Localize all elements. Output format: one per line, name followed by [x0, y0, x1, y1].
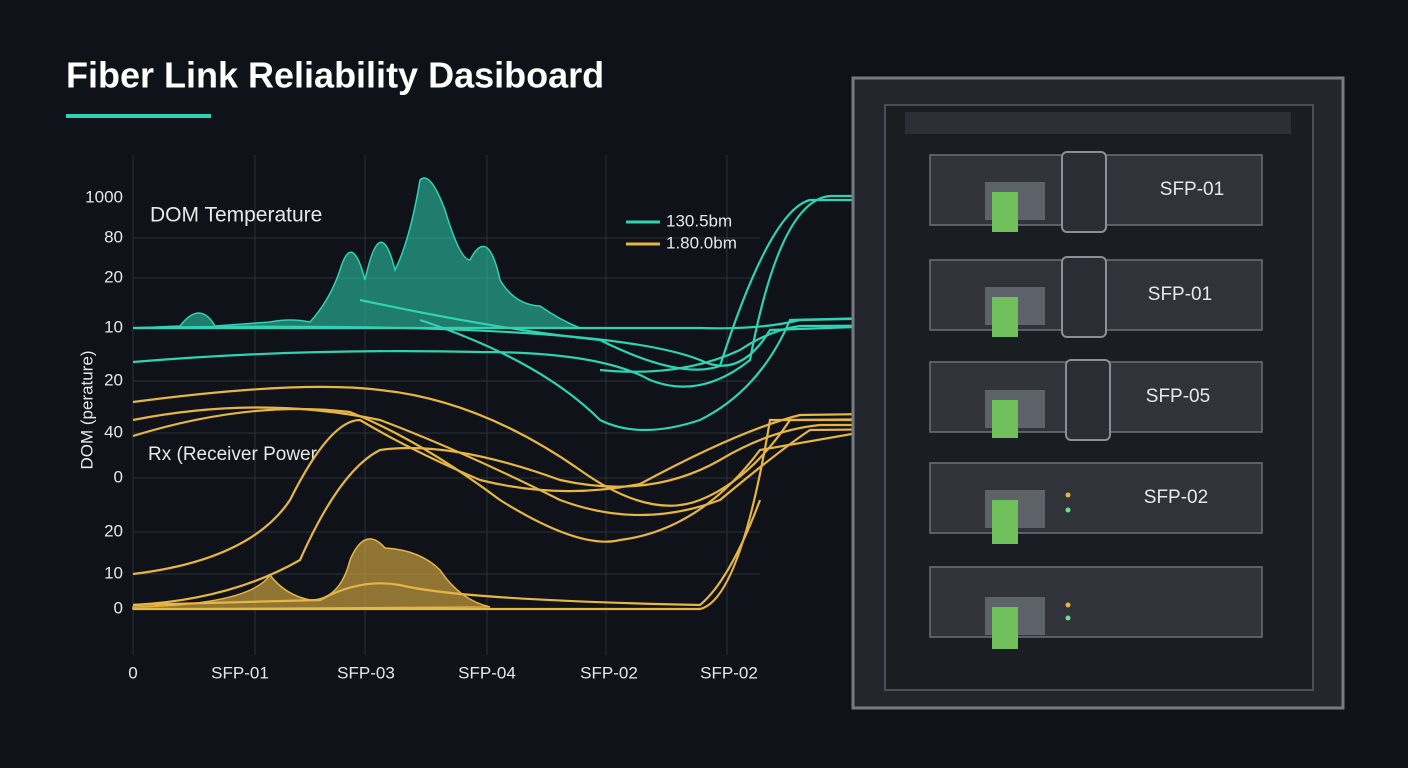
y-tick-labels: 1000 80 20 10 20 40 0 20 10 0	[85, 187, 123, 617]
port-label: SFP-01	[1148, 284, 1212, 305]
port-label: SFP-02	[1144, 487, 1208, 508]
grid	[132, 155, 760, 655]
x-tick-label: SFP-01	[211, 663, 269, 682]
x-tick-labels: 0 SFP-01 SFP-03 SFP-04 SFP-02 SFP-02	[128, 663, 758, 682]
annotation: DOM Temperature	[150, 204, 322, 227]
y-tick-label: 0	[114, 467, 123, 486]
y-tick-label: 80	[104, 227, 123, 246]
title: Fiber Link Reliability Dasiboard	[66, 55, 604, 96]
port-label: SFP-05	[1146, 386, 1210, 407]
port-label: SFP-01	[1160, 179, 1224, 200]
y-tick-label: 20	[104, 267, 123, 286]
y-tick-label: 40	[104, 422, 123, 441]
y-tick-label: 20	[104, 521, 123, 540]
x-tick-label: SFP-04	[458, 663, 516, 682]
rack: SFP-01 SFP-01 SFP-05 SFP-02	[851, 76, 1345, 710]
annotation: Rx (Receiver Power	[148, 444, 318, 465]
x-tick-label: SFP-02	[580, 663, 638, 682]
y-tick-label: 10	[104, 317, 123, 336]
legend: 130.5bm 1.80.0bm	[626, 211, 737, 252]
legend-label: 130.5bm	[666, 211, 732, 230]
rx-power-curves	[132, 309, 1012, 611]
legend-label: 1.80.0bm	[666, 233, 737, 252]
y-tick-label: 1000	[85, 187, 123, 206]
y-tick-label: 10	[104, 563, 123, 582]
x-tick-label: SFP-03	[337, 663, 395, 682]
y-tick-label: 20	[104, 370, 123, 389]
x-tick-label: 0	[128, 663, 137, 682]
x-tick-label: SFP-02	[700, 663, 758, 682]
y-axis-label: DOM (perature)	[77, 350, 96, 469]
y-tick-label: 0	[114, 598, 123, 617]
title-underline	[66, 114, 211, 118]
